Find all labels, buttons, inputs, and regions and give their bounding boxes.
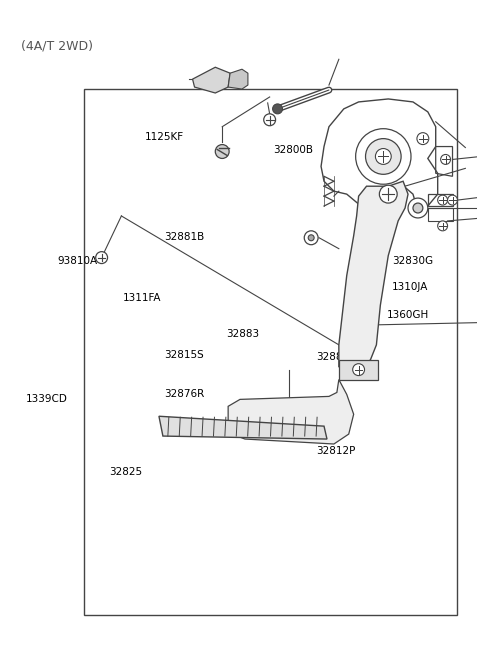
Circle shape xyxy=(366,139,401,174)
Circle shape xyxy=(408,198,428,218)
Circle shape xyxy=(438,221,447,231)
Polygon shape xyxy=(228,379,354,444)
Circle shape xyxy=(375,149,391,164)
Circle shape xyxy=(417,133,429,145)
Text: 1311FA: 1311FA xyxy=(122,293,161,303)
Text: 32800B: 32800B xyxy=(273,145,313,155)
Circle shape xyxy=(441,155,451,164)
Text: 32883: 32883 xyxy=(226,329,259,339)
Circle shape xyxy=(353,364,364,375)
Circle shape xyxy=(447,195,457,205)
Circle shape xyxy=(304,231,318,245)
Text: 32812P: 32812P xyxy=(316,446,355,456)
Text: 1360GH: 1360GH xyxy=(387,310,429,320)
Circle shape xyxy=(438,195,447,205)
Circle shape xyxy=(273,104,283,114)
Text: (4A/T 2WD): (4A/T 2WD) xyxy=(21,39,93,52)
Circle shape xyxy=(216,145,229,159)
Circle shape xyxy=(356,128,411,184)
Text: 32881B: 32881B xyxy=(164,232,204,242)
Text: 1125KF: 1125KF xyxy=(144,132,184,142)
Polygon shape xyxy=(339,360,378,379)
Circle shape xyxy=(379,185,397,203)
Text: 1339CD: 1339CD xyxy=(25,394,67,404)
Circle shape xyxy=(264,114,276,126)
Polygon shape xyxy=(228,69,248,89)
Polygon shape xyxy=(159,416,327,439)
Text: 32876R: 32876R xyxy=(164,389,204,399)
Text: 32883: 32883 xyxy=(316,352,349,362)
Text: 32830G: 32830G xyxy=(392,256,433,266)
Circle shape xyxy=(413,203,423,213)
Circle shape xyxy=(96,252,108,263)
Text: 32815S: 32815S xyxy=(164,350,204,360)
Text: 1310JA: 1310JA xyxy=(392,282,428,292)
Bar xyxy=(84,89,457,614)
Text: 32825: 32825 xyxy=(109,466,143,477)
Polygon shape xyxy=(339,181,408,373)
Text: 93810A: 93810A xyxy=(57,256,97,266)
Circle shape xyxy=(308,234,314,241)
Polygon shape xyxy=(192,67,230,93)
